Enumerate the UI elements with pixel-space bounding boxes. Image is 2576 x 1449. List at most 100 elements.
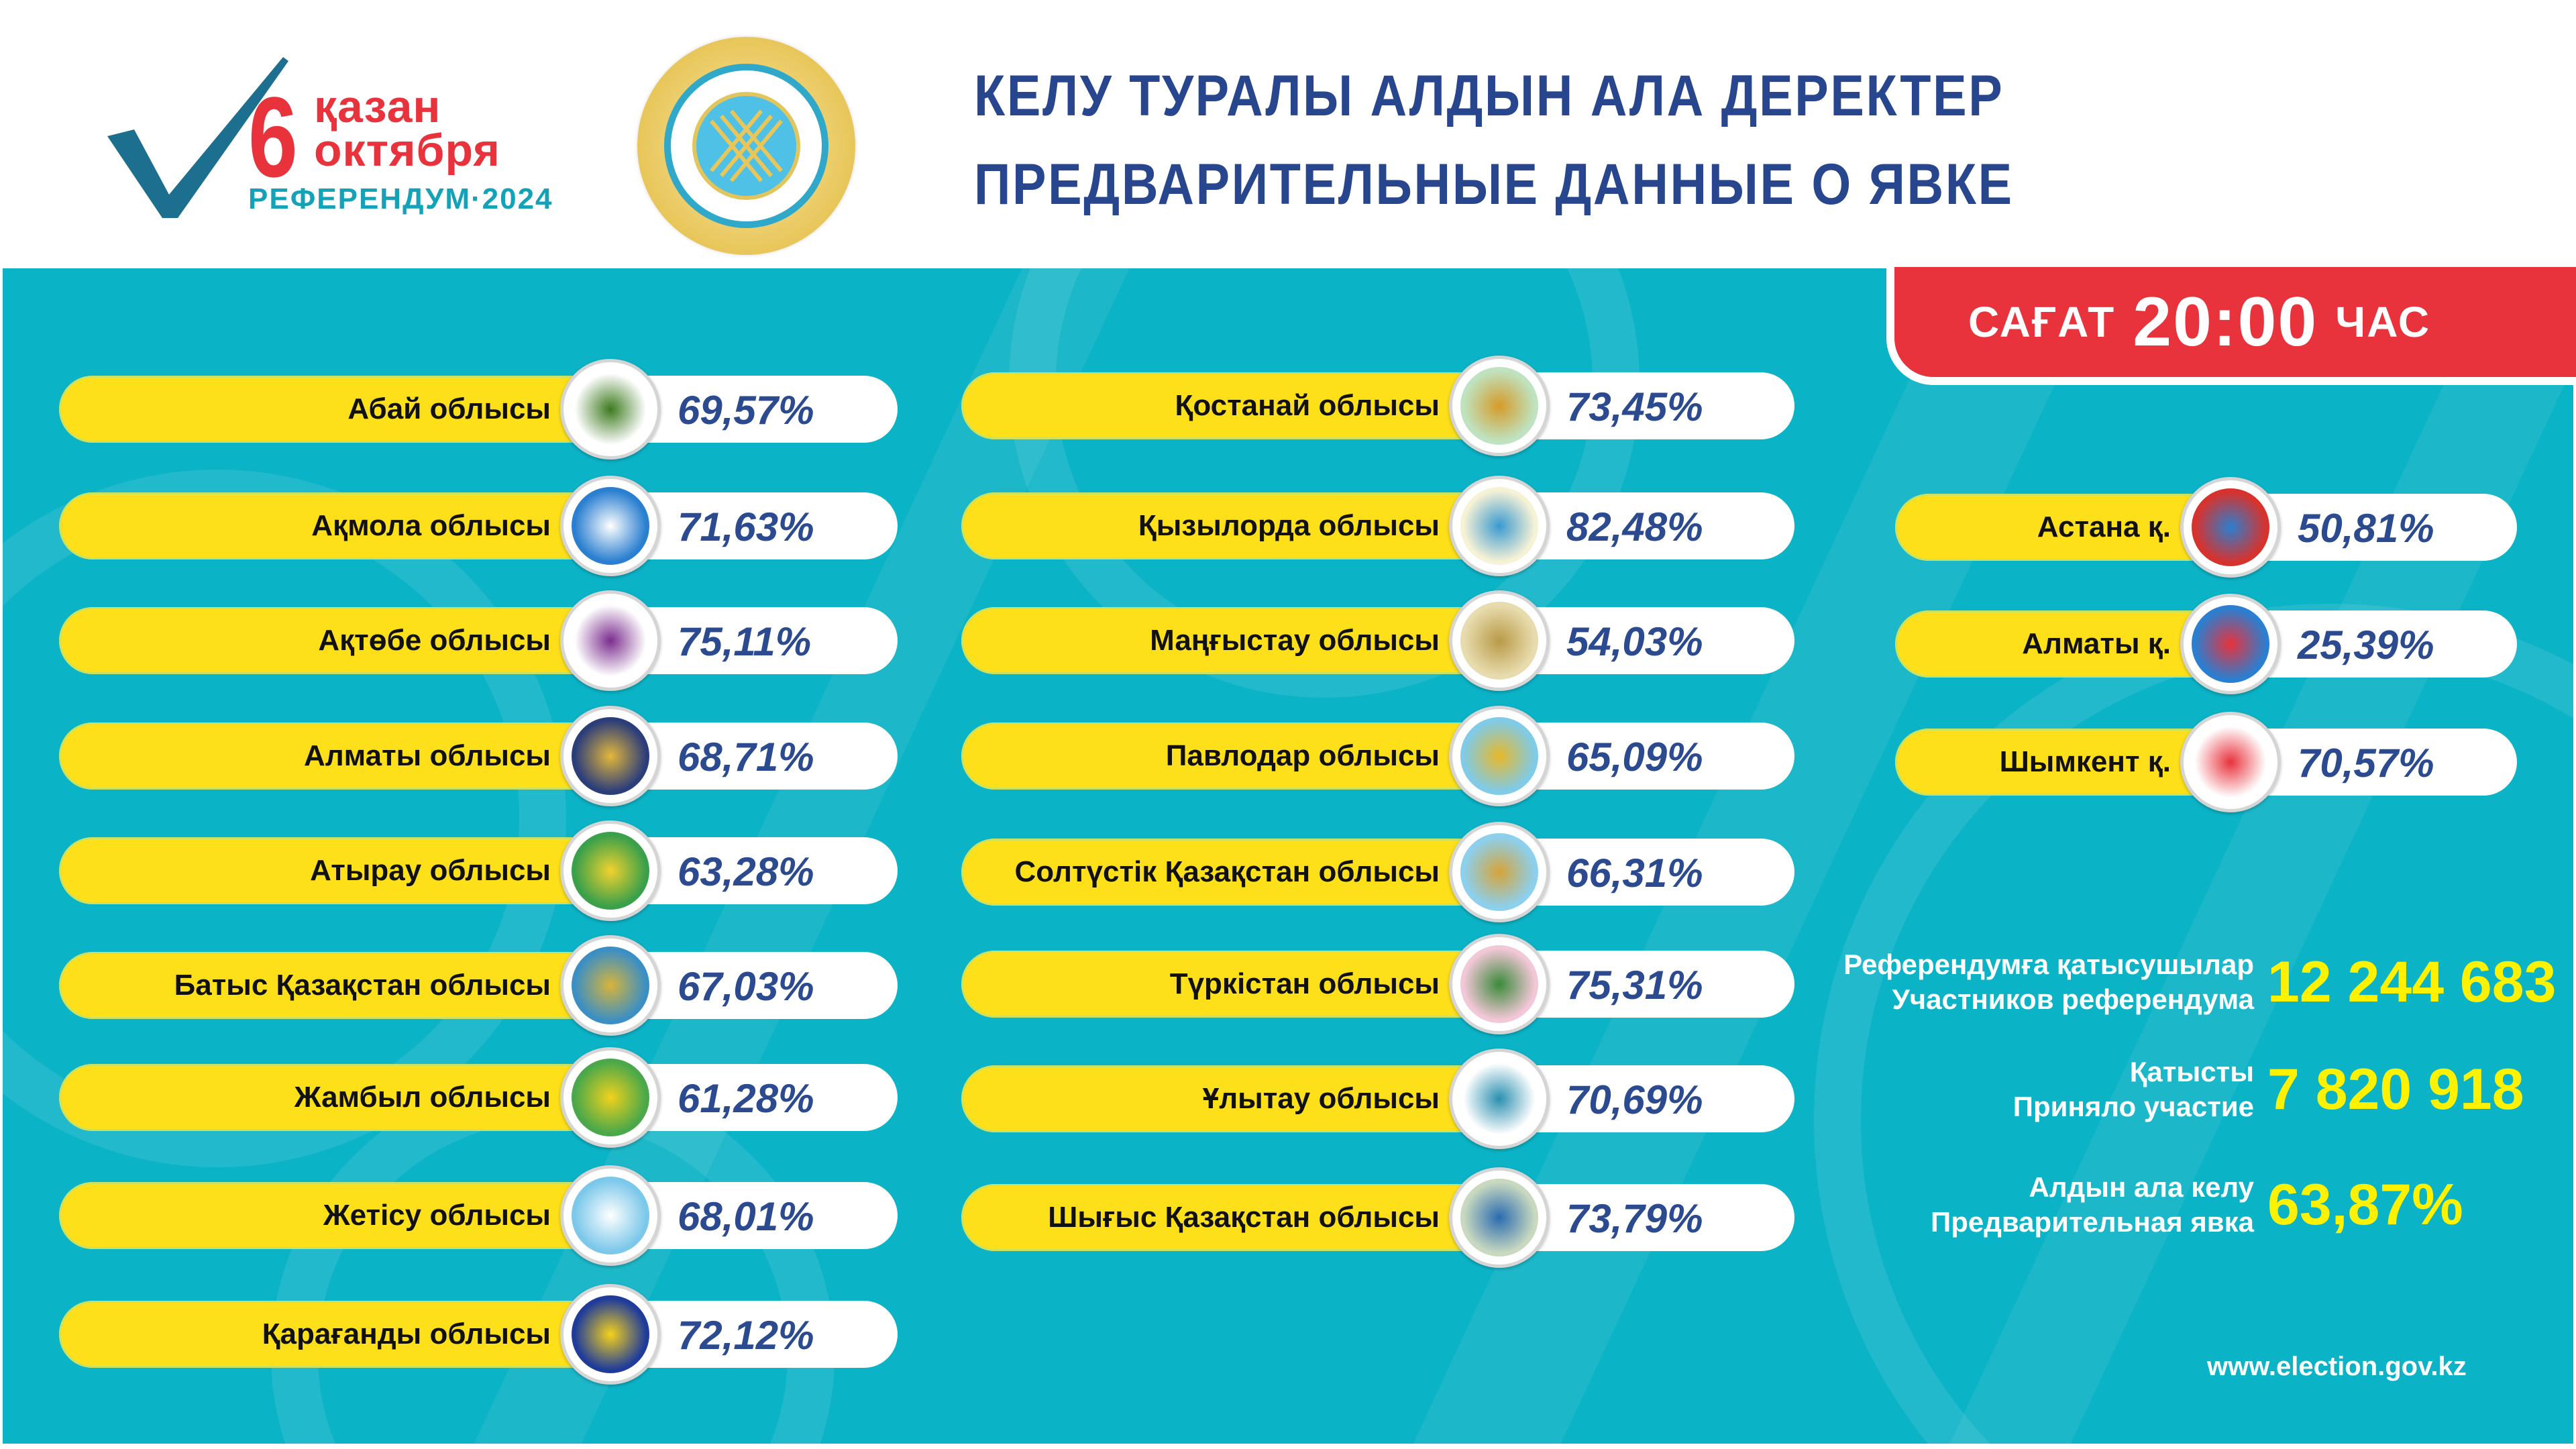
turnout-percent: 82,48%	[1566, 504, 1703, 549]
emblem-graphic	[1460, 1060, 1538, 1138]
turnout-percent: 63,28%	[678, 849, 814, 894]
region-name: Алматы облысы	[303, 739, 551, 772]
turnout-percent: 68,01%	[678, 1194, 814, 1239]
region-name-pill	[961, 607, 1499, 674]
region-name: Солтүстік Қазақстан облысы	[1014, 855, 1440, 888]
region-name: Батыс Қазақстан облысы	[174, 969, 551, 1002]
emblem-graphic	[1460, 833, 1538, 911]
almaty-region-emblem-icon	[560, 706, 661, 806]
emblem-graphic	[572, 1295, 649, 1373]
turnout-percent: 54,03%	[1566, 619, 1703, 664]
stat-voted-label-ru: Приняло участие	[2012, 1091, 2254, 1122]
stat-participants-label-kz: Референдумға қатысушылар	[1843, 949, 2254, 980]
kostanay-emblem-icon	[1449, 356, 1550, 456]
region-name: Астана қ.	[2037, 511, 2171, 543]
region-row: Шығыс Қазақстан облысы 73,79%	[961, 1167, 1794, 1268]
emblem-graphic	[572, 1059, 649, 1136]
turkistan-emblem-icon	[1449, 934, 1550, 1034]
region-row: Павлодар облысы 65,09%	[961, 706, 1794, 806]
region-row: Астана қ. 50,81%	[1895, 477, 2517, 578]
checkmark-icon	[107, 57, 288, 218]
turnout-percent: 65,09%	[1566, 735, 1703, 780]
region-name-pill	[961, 1065, 1499, 1132]
region-name-pill	[961, 839, 1499, 906]
region-name: Маңғыстау облысы	[1150, 624, 1440, 657]
emblem-graphic	[572, 602, 649, 680]
region-row: Шымкент қ. 70,57%	[1895, 712, 2517, 812]
seal-ornament	[692, 92, 800, 200]
emblem-graphic	[572, 1177, 649, 1254]
region-name: Қызылорда облысы	[1138, 509, 1440, 542]
almaty-city-emblem-icon	[2180, 594, 2281, 694]
region-row: Ақмола облысы 71,63%	[59, 476, 898, 576]
region-row: Батыс Қазақстан облысы 67,03%	[59, 935, 898, 1036]
region-name: Шығыс Қазақстан облысы	[1048, 1201, 1440, 1234]
region-row: Жамбыл облысы 61,28%	[59, 1047, 898, 1148]
website-link[interactable]: www.election.gov.kz	[2207, 1352, 2467, 1381]
shymkent-emblem-icon	[2180, 712, 2281, 812]
region-name-pill	[961, 722, 1499, 790]
region-row: Алматы облысы 68,71%	[59, 706, 898, 806]
atyrau-emblem-icon	[560, 820, 661, 921]
stat-voted-labels: Қатысты Приняло участие	[2013, 1055, 2254, 1124]
cec-seal-icon	[637, 37, 855, 255]
time-label-kz: САҒАТ	[1968, 298, 2116, 346]
stat-voted-label-kz: Қатысты	[2129, 1056, 2254, 1087]
region-row: Қостанай облысы 73,45%	[961, 356, 1794, 456]
region-name: Жамбыл облысы	[294, 1081, 551, 1114]
region-name: Павлодар облысы	[1165, 739, 1440, 772]
region-name: Атырау облысы	[310, 854, 551, 887]
turnout-percent: 61,28%	[678, 1076, 814, 1121]
turnout-percent: 75,31%	[1566, 963, 1703, 1008]
logo-day: 6	[248, 74, 298, 201]
region-name-pill	[59, 837, 610, 904]
turnout-percent: 68,71%	[678, 735, 814, 780]
region-name: Түркістан облысы	[1169, 967, 1440, 1000]
turnout-percent: 66,31%	[1566, 851, 1703, 896]
mangystau-emblem-icon	[1449, 590, 1550, 691]
turnout-percent: 73,79%	[1566, 1196, 1703, 1241]
turnout-percent: 71,63%	[678, 504, 814, 549]
region-name: Қостанай облысы	[1175, 389, 1440, 422]
turnout-percent: 70,57%	[2298, 741, 2434, 786]
stat-participants-value: 12 244 683	[2267, 950, 2557, 1014]
region-row: Маңғыстау облысы 54,03%	[961, 590, 1794, 691]
region-name: Жетісу облысы	[323, 1199, 551, 1232]
region-name-pill	[1895, 610, 2231, 678]
turnout-percent: 50,81%	[2298, 506, 2434, 551]
region-name-pill	[59, 1182, 610, 1249]
east-kazakhstan-emblem-icon	[1449, 1167, 1550, 1268]
region-name: Ақмола облысы	[311, 509, 551, 542]
region-name-pill	[59, 1301, 610, 1368]
emblem-graphic	[572, 947, 649, 1024]
region-row: Абай облысы 69,57%	[59, 359, 898, 460]
kyzylorda-emblem-icon	[1449, 476, 1550, 576]
region-name-pill	[961, 492, 1499, 559]
stat-turnout-label-ru: Предварительная явка	[1931, 1206, 2254, 1238]
stat-turnout-value: 63,87%	[2267, 1173, 2463, 1237]
time-badge: САҒАТ 20:00 ЧАС	[1886, 267, 2576, 385]
time-value: 20:00	[2133, 282, 2318, 361]
karaganda-emblem-icon	[560, 1284, 661, 1385]
stat-participants-labels: Референдумға қатысушылар Участников рефе…	[1843, 947, 2254, 1017]
region-row: Түркістан облысы 75,31%	[961, 934, 1794, 1034]
stat-voted-value: 7 820 918	[2267, 1057, 2524, 1122]
pavlodar-emblem-icon	[1449, 706, 1550, 806]
region-row: Қарағанды облысы 72,12%	[59, 1284, 898, 1385]
emblem-graphic	[1460, 487, 1538, 565]
turnout-percent: 25,39%	[2298, 623, 2434, 667]
region-name: Абай облысы	[347, 392, 551, 425]
region-name: Алматы қ.	[2022, 627, 2171, 660]
zhambyl-emblem-icon	[560, 1047, 661, 1148]
west-kazakhstan-emblem-icon	[560, 935, 661, 1036]
turnout-percent: 72,12%	[678, 1313, 814, 1358]
region-name: Ақтөбе облысы	[318, 624, 551, 657]
abai-emblem-icon	[560, 359, 661, 460]
region-row: Алматы қ. 25,39%	[1895, 594, 2517, 694]
stat-turnout-labels: Алдын ала келу Предварительная явка	[1931, 1170, 2254, 1240]
header: 6 қазан октября РЕФЕРЕНДУМ·2024 КЕЛУ ТУР…	[0, 0, 2576, 268]
logo-month-kz: қазан	[314, 81, 441, 132]
region-name-pill	[961, 372, 1499, 439]
emblem-graphic	[1460, 717, 1538, 795]
decor-swirl	[3, 470, 566, 1167]
